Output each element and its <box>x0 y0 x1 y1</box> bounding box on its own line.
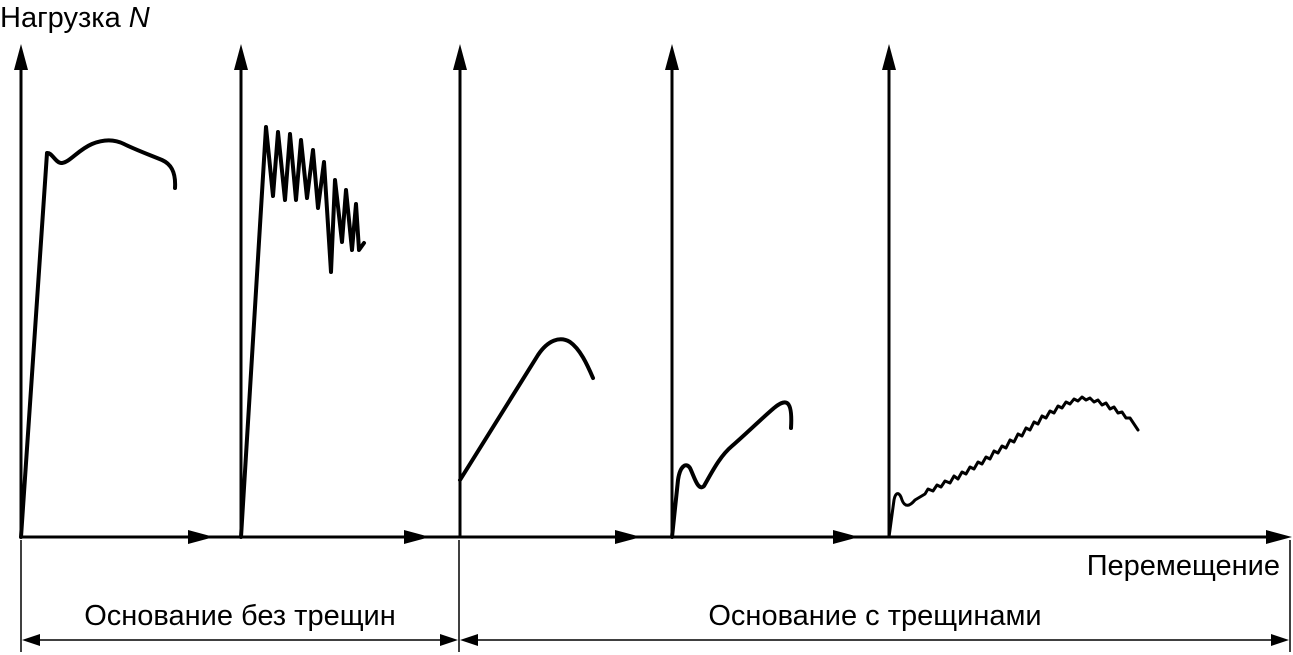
load-curves <box>19 125 1140 539</box>
curve-cracked-wavy <box>887 395 1140 539</box>
curve-uncracked-smooth <box>19 138 178 539</box>
vertical-axis-1 <box>14 44 28 537</box>
vertical-axis-4 <box>665 44 679 537</box>
group-dimension-lines <box>20 540 1291 652</box>
curve-cracked-dip-rise <box>670 400 794 539</box>
vertical-axis-3 <box>453 44 467 537</box>
curve-uncracked-sawtooth <box>239 125 366 539</box>
horizontal-axis <box>21 530 1292 544</box>
vertical-axis-5 <box>882 44 896 537</box>
vertical-axes <box>14 44 896 537</box>
y-axis-label: Нагрузка N <box>0 2 150 34</box>
vertical-axis-2 <box>234 44 248 537</box>
y-axis-label-text: Нагрузка <box>0 2 129 34</box>
y-axis-label-symbol: N <box>129 2 150 34</box>
group-label-cracked: Основание с трещинами <box>708 600 1041 632</box>
group-label-uncracked: Основание без трещин <box>84 600 396 632</box>
x-axis-label: Перемещение <box>1087 550 1280 582</box>
curve-cracked-linear-peak <box>458 337 595 482</box>
